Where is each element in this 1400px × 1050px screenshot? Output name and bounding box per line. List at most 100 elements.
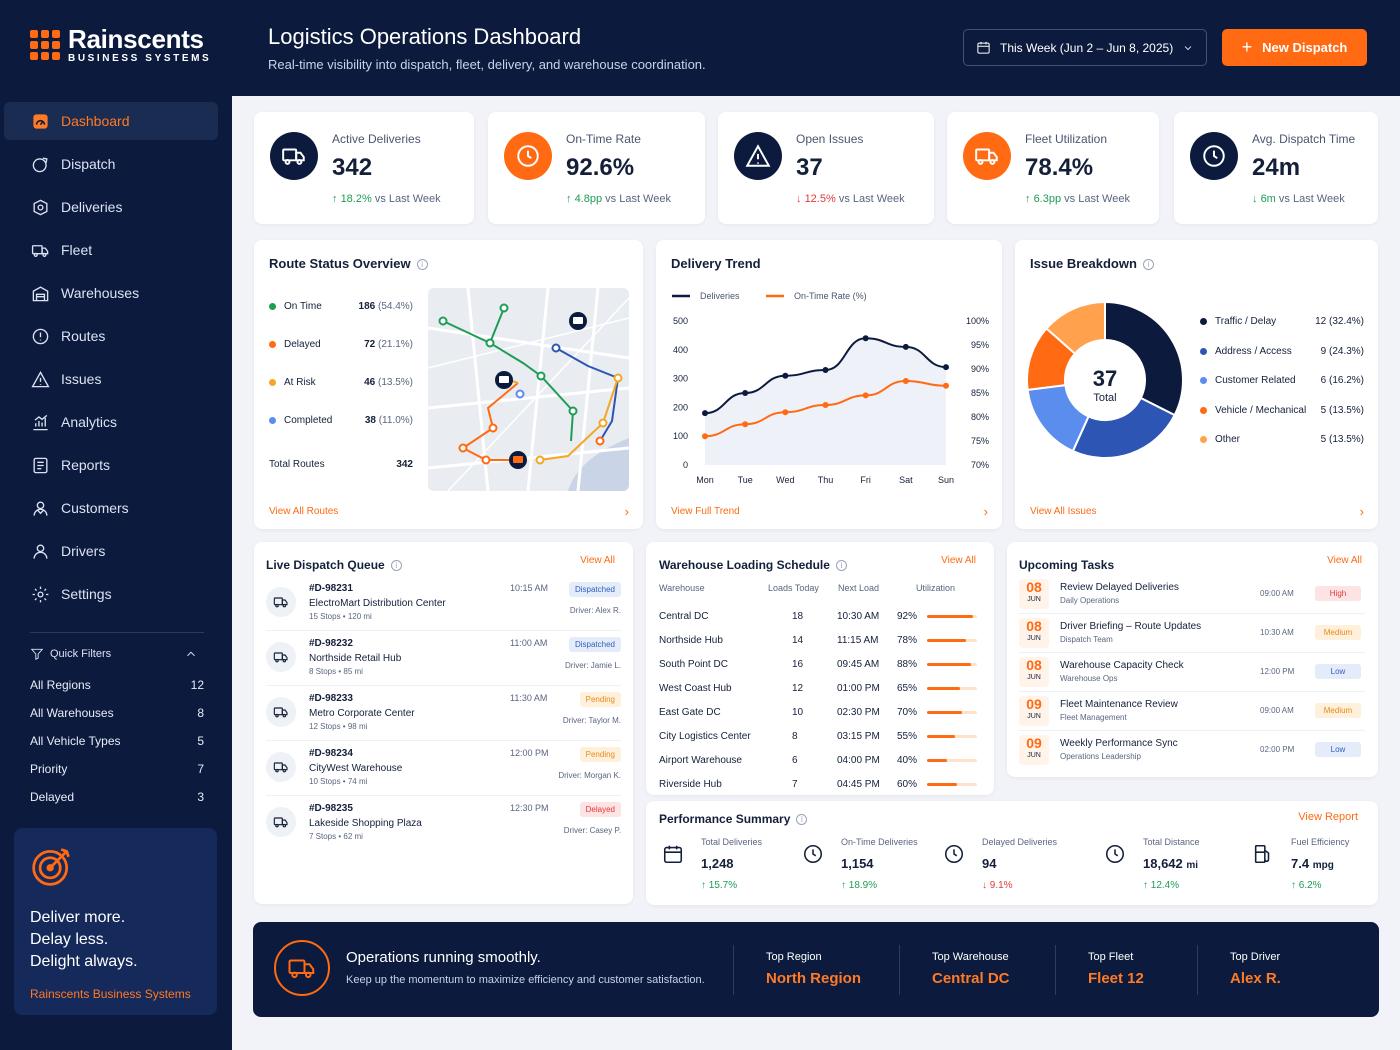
data-point[interactable]	[822, 402, 829, 408]
tasks-view-all-link[interactable]: View All	[1327, 555, 1362, 566]
sidebar-item-warehouses[interactable]: Warehouses	[4, 274, 218, 312]
delta-arrow-icon: ↓	[1252, 193, 1261, 205]
dispatch-meta: 15 Stops • 120 mi	[309, 612, 372, 621]
chevron-right-icon[interactable]: ›	[983, 504, 988, 519]
data-point[interactable]	[902, 343, 909, 350]
task-item[interactable]: 08 JUN Warehouse Capacity Check Warehouse O…	[1019, 656, 1365, 692]
warehouse-view-all-link[interactable]: View All	[941, 555, 976, 566]
data-point[interactable]	[702, 433, 708, 440]
data-point[interactable]	[943, 382, 949, 389]
dispatch-driver: Driver: Alex R.	[569, 606, 621, 615]
view-report-link[interactable]: View Report	[1298, 811, 1358, 823]
legend-dot-icon	[1200, 377, 1207, 384]
data-point[interactable]	[943, 364, 949, 371]
status-banner: Operations running smoothly. Keep up the…	[253, 922, 1379, 1017]
route-status-value: 46	[364, 377, 376, 388]
sidebar-item-drivers[interactable]: Drivers	[4, 532, 218, 570]
table-row[interactable]: Northside Hub 14 11:15 AM 78%	[659, 628, 979, 652]
table-row[interactable]: Riverside Hub 7 04:45 PM 60%	[659, 772, 979, 796]
table-row[interactable]: East Gate DC 10 02:30 PM 70%	[659, 700, 979, 724]
route-map[interactable]	[428, 288, 629, 491]
quick-filter-item[interactable]: All Regions 12	[30, 671, 204, 699]
table-row[interactable]: Central DC 18 10:30 AM 92%	[659, 604, 979, 628]
sidebar-item-analytics[interactable]: Analytics	[4, 403, 218, 441]
y-left-tick: 0	[683, 460, 688, 470]
view-full-trend-link[interactable]: View Full Trend	[671, 506, 740, 517]
data-point[interactable]	[702, 410, 708, 417]
dispatch-place: Northside Retail Hub	[309, 653, 402, 664]
table-row[interactable]: South Point DC 16 09:45 AM 88%	[659, 652, 979, 676]
warehouse-loads: 10	[792, 706, 804, 718]
x-tick: Sun	[938, 475, 954, 485]
new-dispatch-button[interactable]: + New Dispatch	[1222, 29, 1367, 66]
dispatch-item[interactable]: #D-98231 ElectroMart Distribution Center 1…	[266, 581, 621, 631]
task-item[interactable]: 09 JUN Weekly Performance Sync Operations L…	[1019, 734, 1365, 770]
upcoming-tasks-card: Upcoming Tasks View All 08 JUN Review Dela…	[1007, 542, 1378, 777]
deliveries-area	[705, 338, 946, 465]
chevron-right-icon[interactable]: ›	[624, 504, 629, 519]
quick-filter-item[interactable]: Delayed 3	[30, 783, 204, 811]
table-row[interactable]: City Logistics Center 8 03:15 PM 55%	[659, 724, 979, 748]
info-icon[interactable]: i	[1142, 259, 1154, 270]
kpi-label: Avg. Dispatch Time	[1252, 132, 1356, 146]
chevron-right-icon[interactable]: ›	[1359, 504, 1364, 519]
kpi-card[interactable]: Open Issues 37 ↓ 12.5% vs Last Week	[718, 112, 934, 224]
y-left-tick: 300	[673, 374, 688, 384]
performance-title: Performance Summary i	[659, 812, 808, 826]
info-icon[interactable]: i	[835, 560, 847, 571]
data-point[interactable]	[822, 366, 829, 373]
data-point[interactable]	[902, 378, 909, 384]
sidebar-item-settings[interactable]: Settings	[4, 575, 218, 613]
warehouse-loads: 6	[792, 754, 798, 766]
quick-filter-item[interactable]: All Warehouses 8	[30, 699, 204, 727]
task-team: Warehouse Ops	[1060, 674, 1118, 683]
sidebar-item-deliveries[interactable]: Deliveries	[4, 188, 218, 226]
dispatch-item[interactable]: #D-98233 Metro Corporate Center 12 Stops •…	[266, 691, 621, 741]
dispatch-item[interactable]: #D-98234 CityWest Warehouse 10 Stops • 74 …	[266, 746, 621, 796]
issue-legend-row: Customer Related 6 (16.2%)	[1200, 375, 1364, 386]
kpi-card[interactable]: On-Time Rate 92.6% ↑ 4.8pp vs Last Week	[488, 112, 705, 224]
dispatch-view-all-link[interactable]: View All	[580, 555, 615, 566]
table-row[interactable]: West Coast Hub 12 01:00 PM 65%	[659, 676, 979, 700]
info-icon[interactable]: i	[390, 560, 402, 571]
table-row[interactable]: Airport Warehouse 6 04:00 PM 40%	[659, 748, 979, 772]
kpi-card[interactable]: Active Deliveries 342 ↑ 18.2% vs Last Week	[254, 112, 474, 224]
data-point[interactable]	[782, 372, 789, 379]
sidebar-item-issues[interactable]: Issues	[4, 360, 218, 398]
quick-filter-item[interactable]: All Vehicle Types 5	[30, 727, 204, 755]
sidebar-item-dashboard[interactable]: Dashboard	[4, 102, 218, 140]
data-point[interactable]	[742, 421, 749, 428]
quick-filter-item[interactable]: Priority 7	[30, 755, 204, 783]
task-item[interactable]: 08 JUN Review Delayed Deliveries Daily Oper…	[1019, 578, 1365, 614]
data-point[interactable]	[862, 335, 869, 342]
sidebar: Rainscents BUSINESS SYSTEMS Dashboard Dis…	[0, 0, 232, 1050]
delivery-trend-card: Delivery Trend Deliveries On-Time Rate (%…	[656, 240, 1002, 529]
task-item[interactable]: 08 JUN Driver Briefing – Route Updates Disp…	[1019, 617, 1365, 653]
sidebar-item-reports[interactable]: Reports	[4, 446, 218, 484]
sidebar-item-routes[interactable]: Routes	[4, 317, 218, 355]
info-icon[interactable]: i	[796, 814, 808, 825]
kpi-card[interactable]: Avg. Dispatch Time 24m ↓ 6m vs Last Week	[1174, 112, 1378, 224]
data-point[interactable]	[742, 390, 749, 396]
banner-stat-value: North Region	[766, 970, 861, 987]
view-all-routes-link[interactable]: View All Routes	[269, 506, 339, 517]
quick-filters-header[interactable]: Quick Filters	[30, 647, 204, 661]
kpi-delta: ↓ 12.5% vs Last Week	[796, 193, 905, 205]
chevron-up-icon[interactable]	[184, 647, 198, 661]
issue-label: Address / Access	[1215, 345, 1292, 357]
dispatch-item[interactable]: #D-98235 Lakeside Shopping Plaza 7 Stops •…	[266, 801, 621, 851]
brand-logo[interactable]: Rainscents BUSINESS SYSTEMS	[30, 26, 211, 64]
customers-icon	[30, 498, 50, 518]
dispatch-item[interactable]: #D-98232 Northside Retail Hub 8 Stops • 85…	[266, 636, 621, 686]
info-icon[interactable]: i	[416, 259, 428, 270]
data-point[interactable]	[782, 409, 789, 416]
task-item[interactable]: 09 JUN Fleet Maintenance Review Fleet Manag…	[1019, 695, 1365, 731]
sidebar-item-customers[interactable]: Customers	[4, 489, 218, 527]
driver-icon	[30, 541, 50, 561]
sidebar-item-fleet[interactable]: Fleet	[4, 231, 218, 269]
sidebar-item-dispatch[interactable]: Dispatch	[4, 145, 218, 183]
data-point[interactable]	[862, 392, 869, 399]
view-all-issues-link[interactable]: View All Issues	[1030, 506, 1097, 517]
date-range-select[interactable]: This Week (Jun 2 – Jun 8, 2025)	[963, 29, 1207, 66]
kpi-card[interactable]: Fleet Utilization 78.4% ↑ 6.3pp vs Last We…	[947, 112, 1159, 224]
